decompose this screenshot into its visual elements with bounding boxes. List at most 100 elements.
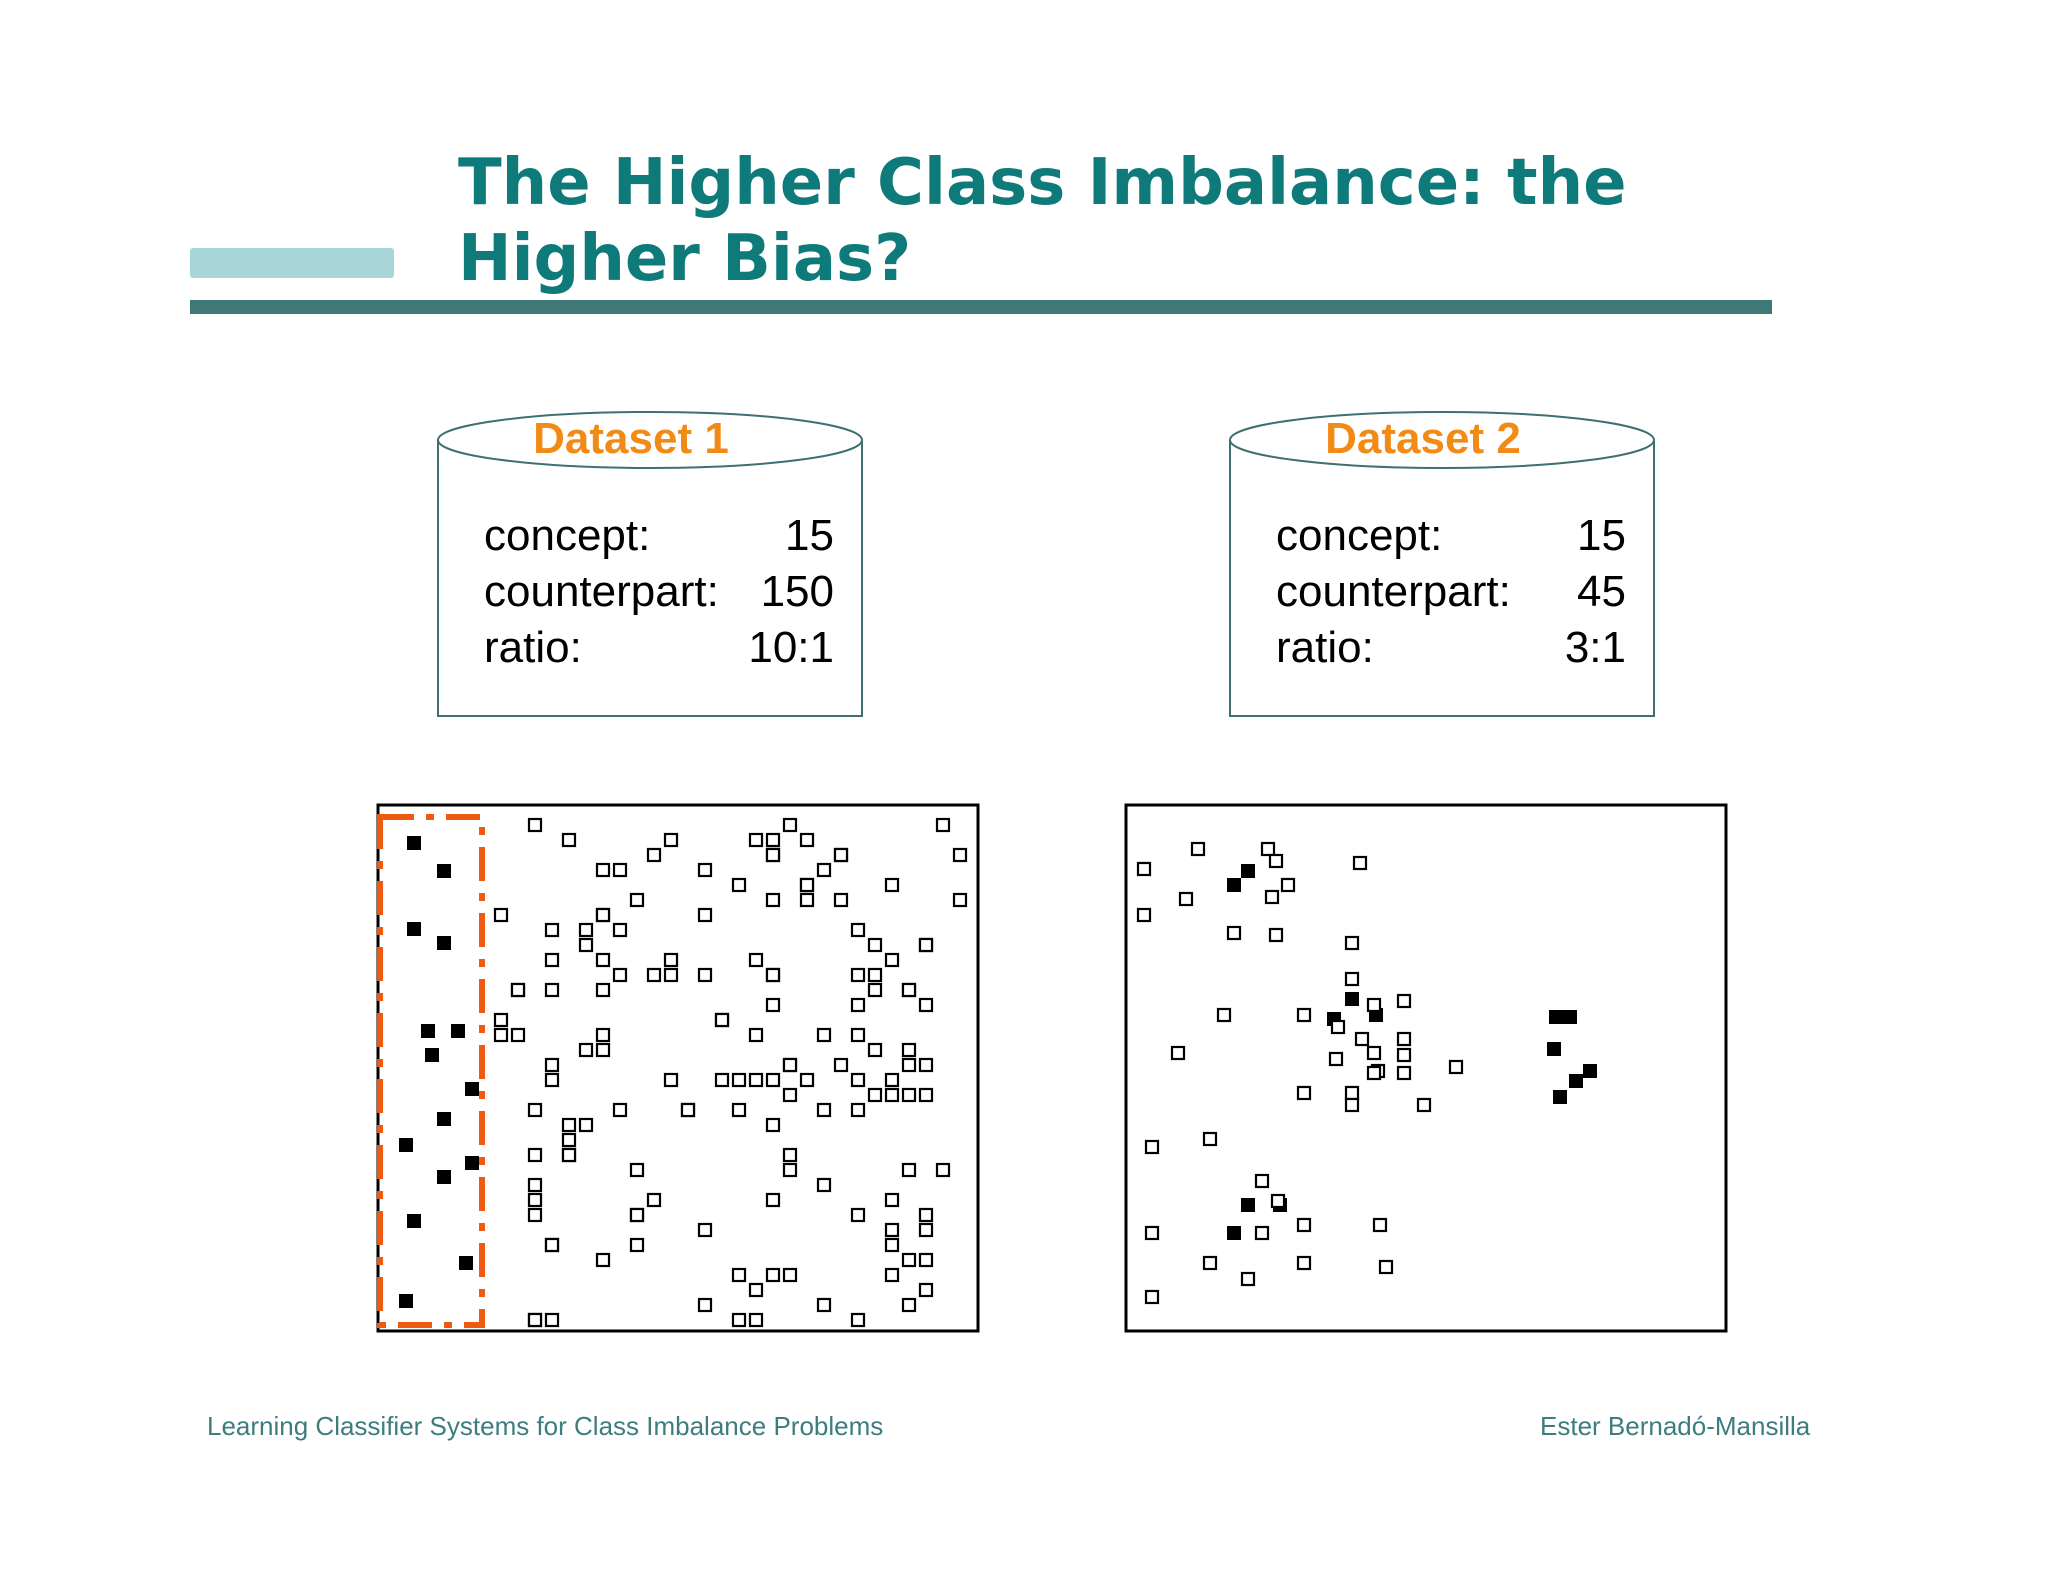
counterpart-point	[527, 1177, 543, 1193]
counterpart-point	[799, 1072, 815, 1088]
counterpart-point	[1144, 1289, 1160, 1305]
counterpart-point	[782, 1147, 798, 1163]
footer-left: Learning Classifier Systems for Class Im…	[207, 1411, 884, 1441]
concept-point	[437, 1112, 451, 1126]
dataset-1-cylinder: Dataset 1 concept: 15 counterpart: 150 r…	[436, 408, 864, 718]
counterpart-point	[765, 847, 781, 863]
concept-point	[1569, 1074, 1583, 1088]
counterpart-point	[816, 1177, 832, 1193]
counterpart-point	[901, 1252, 917, 1268]
counterpart-point	[1136, 861, 1152, 877]
counterpart-row: counterpart: 45	[1276, 564, 1626, 620]
counterpart-point	[1366, 997, 1382, 1013]
counterpart-point	[918, 1252, 934, 1268]
counterpart-point	[918, 1087, 934, 1103]
counterpart-point	[527, 817, 543, 833]
counterpart-point	[901, 1042, 917, 1058]
counterpart-point	[578, 937, 594, 953]
concept-point	[437, 864, 451, 878]
counterpart-point	[850, 1207, 866, 1223]
counterpart-point	[1396, 993, 1412, 1009]
ratio-value: 10:1	[748, 623, 834, 672]
counterpart-point	[544, 1072, 560, 1088]
counterpart-point	[612, 862, 628, 878]
counterpart-point	[697, 862, 713, 878]
concept-value: 15	[1577, 511, 1626, 560]
counterpart-point	[1144, 1225, 1160, 1241]
counterpart-point	[544, 1312, 560, 1328]
counterpart-point	[867, 967, 883, 983]
counterpart-point	[782, 1267, 798, 1283]
counterpart-point	[1216, 1007, 1232, 1023]
counterpart-point	[561, 1147, 577, 1163]
counterpart-point	[1254, 1173, 1270, 1189]
concept-point	[465, 1082, 479, 1096]
counterpart-point	[867, 1087, 883, 1103]
counterpart-point	[578, 1117, 594, 1133]
counterpart-point	[646, 1192, 662, 1208]
counterpart-point	[901, 982, 917, 998]
counterpart-point	[952, 892, 968, 908]
concept-point	[421, 1024, 435, 1038]
counterpart-point	[527, 1207, 543, 1223]
counterpart-point	[1136, 907, 1152, 923]
counterpart-point	[918, 1282, 934, 1298]
counterpart-point	[1170, 1045, 1186, 1061]
dataset-1-scatter-plot	[376, 803, 980, 1333]
counterpart-point	[816, 1297, 832, 1313]
concept-point	[399, 1138, 413, 1152]
counterpart-point	[595, 982, 611, 998]
counterpart-point	[1396, 1065, 1412, 1081]
ratio-label: ratio:	[1276, 623, 1374, 672]
counterpart-point	[884, 1267, 900, 1283]
counterpart-point	[612, 922, 628, 938]
counterpart-point	[850, 922, 866, 938]
counterpart-point	[731, 1102, 747, 1118]
counterpart-point	[884, 1087, 900, 1103]
counterpart-point	[867, 937, 883, 953]
concept-point	[451, 1024, 465, 1038]
counterpart-point	[833, 847, 849, 863]
counterpart-point	[595, 1027, 611, 1043]
counterpart-point	[731, 1312, 747, 1328]
dataset-2-cylinder: Dataset 2 concept: 15 counterpart: 45 ra…	[1228, 408, 1656, 718]
concept-point	[459, 1256, 473, 1270]
counterpart-point	[595, 1252, 611, 1268]
counterpart-point	[748, 1072, 764, 1088]
counterpart-label: counterpart:	[484, 567, 719, 616]
counterpart-point	[561, 1117, 577, 1133]
counterpart-point	[646, 967, 662, 983]
counterpart-point	[578, 922, 594, 938]
cylinder-shape	[437, 411, 863, 717]
counterpart-point	[1226, 925, 1242, 941]
dataset-2-scatter-plot	[1124, 803, 1728, 1333]
concept-point	[1241, 1198, 1255, 1212]
plot-frame	[376, 803, 980, 1333]
counterpart-point	[1296, 1085, 1312, 1101]
plot-frame	[1124, 803, 1728, 1333]
counterpart-point	[833, 1057, 849, 1073]
counterpart-point	[901, 1297, 917, 1313]
counterpart-point	[901, 1087, 917, 1103]
counterpart-point	[799, 832, 815, 848]
counterpart-point	[595, 1042, 611, 1058]
counterpart-point	[731, 1072, 747, 1088]
counterpart-point	[1296, 1255, 1312, 1271]
concept-label: concept:	[484, 511, 651, 560]
concept-point	[1227, 1226, 1241, 1240]
counterpart-point	[850, 997, 866, 1013]
counterpart-point	[867, 1042, 883, 1058]
concept-point	[1563, 1010, 1577, 1024]
concept-point	[1241, 864, 1255, 878]
counterpart-point	[1372, 1217, 1388, 1233]
counterpart-point	[1344, 1097, 1360, 1113]
counterpart-point	[850, 1027, 866, 1043]
counterpart-point	[663, 832, 679, 848]
counterpart-point	[833, 892, 849, 908]
counterpart-point	[1296, 1007, 1312, 1023]
counterpart-point	[527, 1192, 543, 1208]
counterpart-point	[850, 967, 866, 983]
counterpart-point	[884, 1072, 900, 1088]
counterpart-point	[629, 1207, 645, 1223]
counterpart-point	[595, 907, 611, 923]
